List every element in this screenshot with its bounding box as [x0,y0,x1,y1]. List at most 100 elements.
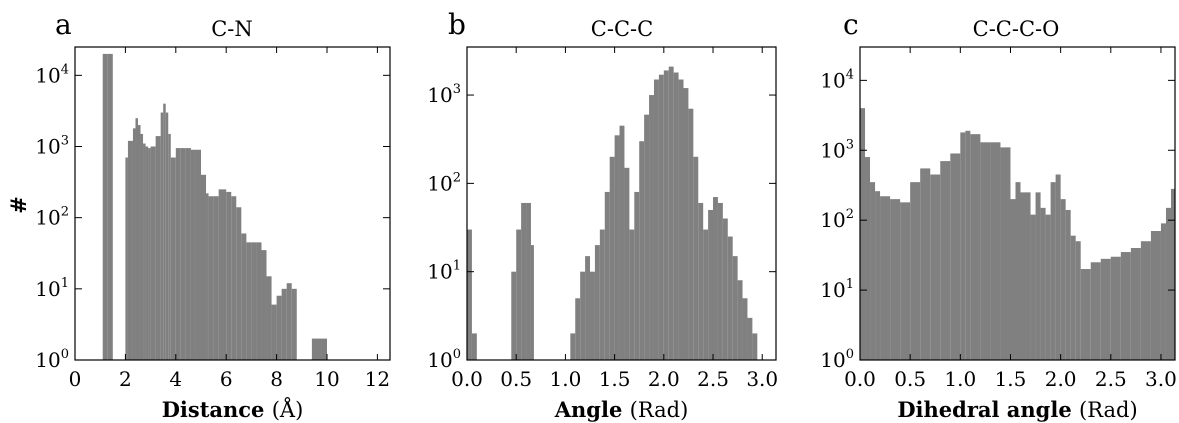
x-tick-label: 12 [365,367,390,391]
bar [950,153,961,360]
bar [1110,256,1121,360]
bar [226,191,232,360]
y-tick-label: 101 [820,277,854,302]
panel-letter: a [55,8,72,41]
y-tick-label: 100 [820,347,854,372]
bar [185,148,191,360]
bar [1080,269,1091,360]
bar [201,174,207,360]
y-tick-label: 103 [820,137,854,162]
panel-title: C-C-C-O [973,17,1060,41]
x-tick-label: 3.0 [746,367,778,391]
bar [1060,199,1066,360]
y-tick-label: 103 [35,133,69,158]
bar [629,229,635,360]
x-axis-label: Distance (Å) [162,397,304,422]
bar [1055,174,1061,360]
y-tick-label: 102 [820,207,854,232]
x-tick-label: 2 [119,367,132,391]
bar [1065,209,1071,360]
bar [1170,188,1175,360]
bar [663,70,669,360]
bar [649,95,654,360]
bar [668,66,674,360]
bar [266,276,272,360]
bar [311,338,322,360]
bar [683,88,689,360]
bar [609,156,615,360]
bar [140,133,144,360]
bar [163,103,166,360]
bar [206,193,209,360]
x-tick-label: 1.0 [944,367,976,391]
bar [1045,214,1051,360]
y-tick-label: 101 [427,259,461,284]
x-tick-label: 0.0 [451,367,483,391]
bar [1150,231,1161,360]
y-tick-label: 104 [35,62,69,87]
bar [900,202,911,360]
bar [1140,241,1151,360]
x-tick-label: 2.5 [1095,367,1127,391]
bar [180,148,186,360]
bar [870,182,876,360]
bar [604,191,610,360]
bar [155,136,161,360]
y-tick-label: 102 [427,170,461,195]
bar [940,161,951,360]
x-tick-label: 1.5 [599,367,631,391]
x-axis-label: Angle (Rad) [554,397,689,422]
bar [125,157,128,360]
bar [860,108,866,360]
bar [256,242,262,360]
histogram-bars [860,108,1175,360]
bar [218,189,227,360]
bar [1020,192,1031,360]
histogram-bars [467,66,758,360]
bar [639,141,645,360]
panel-letter: c [843,8,859,41]
y-tick-label: 104 [820,67,854,92]
bar [1050,182,1056,360]
x-axis-label: Dihedral angle (Rad) [897,397,1137,422]
bar [241,233,247,360]
bar [693,156,699,360]
x-tick-label: 0 [69,367,82,391]
bar [708,209,714,360]
bar [246,242,252,360]
bar [960,132,966,360]
bar [585,256,591,360]
bar [688,108,694,360]
bar [286,283,292,360]
bar [970,134,981,360]
y-tick-label: 100 [35,347,69,372]
bar [624,167,630,360]
bar [467,229,472,360]
bar [236,207,242,360]
bar [570,333,576,360]
bar [526,202,531,360]
bar [516,229,522,360]
bar [521,202,527,360]
bar [1165,207,1171,360]
bar [1040,207,1046,360]
bar [910,182,921,360]
bar [673,72,679,360]
bar [722,218,728,360]
bar [678,79,684,360]
bar [102,53,108,360]
x-tick-label: 2.5 [697,367,729,391]
bar [208,196,214,360]
bar [990,142,1001,360]
bar [727,236,733,360]
bar [599,229,605,360]
bar [1030,214,1036,360]
bar [653,79,659,360]
bar [168,133,171,360]
bar [170,157,176,360]
x-tick-label: 4 [169,367,182,391]
bar [1010,199,1016,360]
bar [1120,252,1131,360]
bar [865,157,871,360]
bar [107,53,113,360]
